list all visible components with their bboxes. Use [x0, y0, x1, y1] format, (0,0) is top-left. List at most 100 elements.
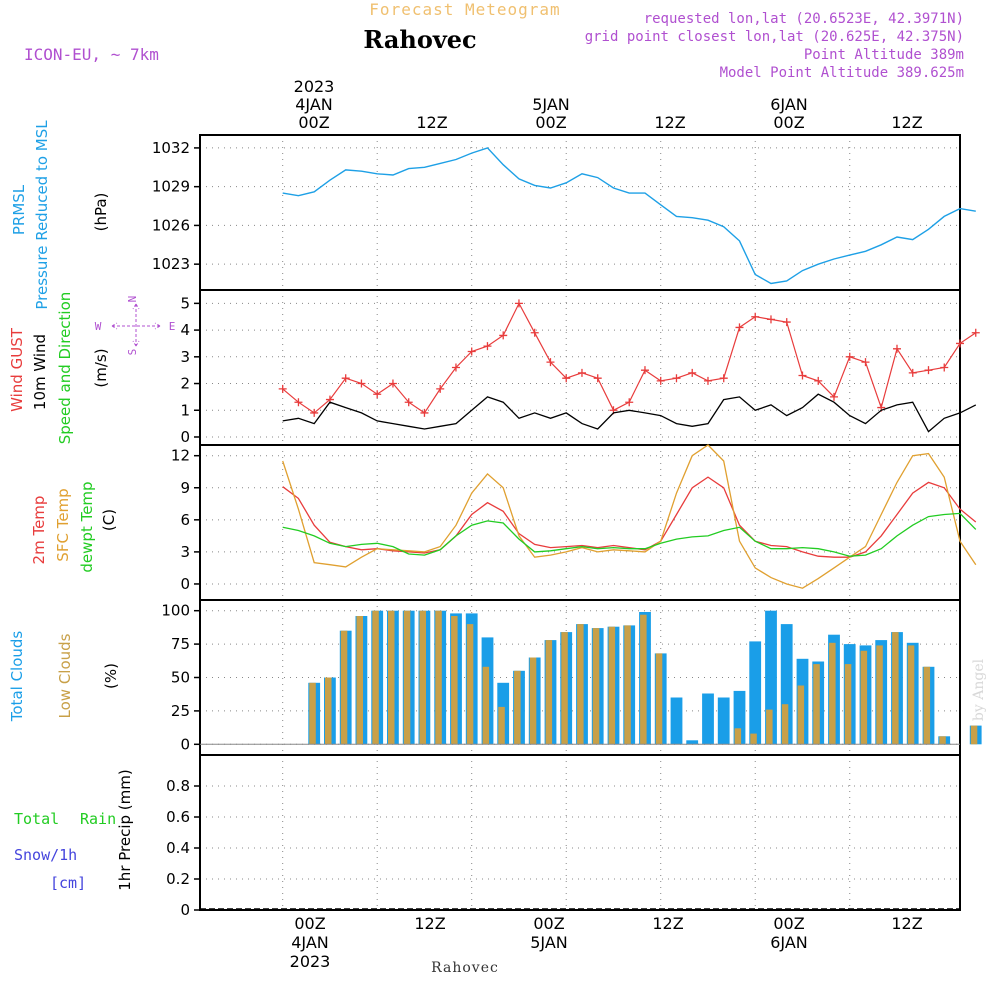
gust-marker — [672, 374, 681, 383]
compass-s: S — [126, 349, 139, 356]
label-snow: Snow/1h — [14, 846, 77, 864]
gust-marker — [530, 328, 539, 337]
y-tick-label: 100 — [161, 602, 190, 620]
gust-marker — [404, 398, 413, 407]
gust-marker — [562, 374, 571, 383]
bottom-tick-3: 00Z — [533, 914, 564, 933]
panel-frame — [199, 444, 961, 601]
gust-marker — [451, 363, 460, 372]
grid-point-coords: grid point closest lon,lat (20.625E, 42.… — [585, 29, 964, 45]
panel-frame — [199, 134, 961, 291]
total-cloud-bar — [765, 610, 777, 745]
y-tick-label: 3 — [180, 348, 190, 366]
y-tick-label: 5 — [180, 294, 190, 312]
top-day-3: 6JAN — [770, 95, 808, 114]
low-cloud-bar — [907, 645, 915, 745]
gust-marker — [782, 318, 791, 327]
label-c: (C) — [100, 509, 118, 531]
gust-line — [282, 302, 977, 414]
model-label: ICON-EU, ~ 7km — [24, 45, 159, 64]
label-hpa: (hPa) — [92, 193, 110, 232]
label-speed-direction: Speed and Direction — [56, 292, 74, 445]
low-cloud-bar — [876, 645, 883, 745]
gust-marker — [483, 342, 492, 351]
low-cloud-bar — [766, 709, 773, 745]
y-tick-label: 25 — [171, 702, 190, 720]
low-cloud-bar — [529, 657, 537, 745]
low-cloud-bar — [781, 704, 789, 745]
total-cloud-bar — [686, 740, 699, 745]
gust-marker — [814, 376, 823, 385]
low-cloud-bar — [356, 616, 363, 745]
gust-marker — [420, 408, 429, 417]
gust-marker — [467, 347, 476, 356]
total-cloud-bar — [670, 697, 683, 745]
y-tick-label: 4 — [180, 321, 190, 339]
label-total-clouds: Total Clouds — [8, 631, 26, 723]
low-cloud-bar — [640, 614, 647, 745]
top-day-2: 5JAN — [532, 95, 570, 114]
gust-marker — [278, 384, 287, 393]
low-cloud-bar — [923, 666, 931, 745]
plot-area: 1023102610291032012345036912025507510000… — [152, 134, 982, 919]
gust-marker — [845, 352, 854, 361]
y-tick-label: 1026 — [152, 216, 190, 234]
gust-marker — [357, 379, 366, 388]
label-precip-mm: 1hr Precip (mm) — [116, 769, 134, 890]
bottom-day-1: 4JAN — [291, 933, 329, 952]
compass-n: N — [126, 296, 139, 303]
top-day-1: 4JAN — [295, 95, 333, 114]
low-cloud-bar — [403, 610, 411, 745]
label-10m-wind: 10m Wind — [31, 334, 49, 410]
bottom-tick-5: 00Z — [773, 914, 804, 933]
watermark: by Angel — [971, 658, 987, 721]
bottom-year: 2023 — [290, 952, 331, 971]
low-cloud-bar — [892, 632, 899, 745]
gust-marker — [388, 379, 397, 388]
compass-arrows — [111, 303, 161, 347]
low-cloud-bar — [419, 610, 426, 745]
low-cloud-bar — [939, 736, 946, 745]
top-tick-4: 12Z — [654, 113, 685, 132]
wind-speed-line — [282, 393, 977, 433]
y-tick-label: 1029 — [152, 178, 190, 196]
y-tick-label: 2 — [180, 375, 190, 393]
low-cloud-bar — [561, 632, 568, 745]
y-tick-label: 0 — [180, 575, 190, 593]
gust-marker — [940, 363, 949, 372]
label-total: Total — [14, 810, 59, 828]
top-year: 2023 — [294, 77, 335, 96]
y-tick-label: 50 — [171, 669, 190, 687]
gust-marker — [436, 384, 445, 393]
temp-dewpt-line — [282, 512, 977, 557]
gust-marker — [798, 371, 807, 380]
header: Forecast Meteogram Rahovec ICON-EU, ~ 7k… — [24, 0, 964, 81]
panel-frame — [199, 754, 961, 911]
panel-3: 0 3 6 9 12 — [171, 444, 961, 601]
y-tick-label: 1023 — [152, 255, 190, 273]
bottom-tick-4: 12Z — [652, 914, 683, 933]
gust-marker — [310, 408, 319, 417]
label-dewpt-temp: dewpt Temp — [78, 481, 96, 572]
low-cloud-bar — [608, 626, 616, 745]
top-time-axis: 2023 4JAN 5JAN 6JAN 00Z 12Z 00Z 12Z 00Z … — [294, 77, 923, 132]
model-altitude: Model Point Altitude 389.625m — [720, 65, 964, 81]
top-tick-6: 12Z — [891, 113, 922, 132]
y-tick-label: 75 — [171, 635, 190, 653]
gust-marker — [373, 390, 382, 399]
low-cloud-bar — [970, 725, 978, 745]
gust-marker — [640, 366, 649, 375]
label-prmsl: PRMSL — [10, 184, 28, 235]
gust-marker — [514, 299, 523, 308]
low-cloud-bar — [482, 666, 490, 745]
compass-rose: N S W E — [95, 296, 176, 356]
pressure-line — [282, 147, 976, 285]
compass-w: W — [95, 320, 102, 333]
label-cm: [cm] — [50, 874, 86, 892]
low-cloud-bar — [860, 650, 868, 745]
top-tick-3: 00Z — [535, 113, 566, 132]
label-rain: Rain — [80, 810, 116, 828]
low-cloud-bar — [750, 733, 757, 745]
y-tick-label: 0 — [180, 901, 190, 919]
bottom-time-axis: 00Z 12Z 00Z 12Z 00Z 12Z 4JAN 5JAN 6JAN 2… — [290, 658, 987, 976]
